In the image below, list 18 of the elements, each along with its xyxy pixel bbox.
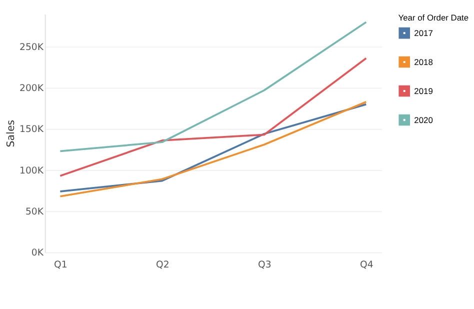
- legend-label: 2020: [414, 114, 434, 125]
- x-tick-label: Q4: [360, 260, 374, 271]
- y-tick-label: 100K: [20, 165, 44, 176]
- y-tick-label: 0K: [31, 248, 44, 259]
- y-tick-label: 150K: [20, 124, 44, 136]
- legend-label: 2019: [414, 86, 434, 96]
- legend-title: Year of Order Date: [398, 12, 469, 22]
- line-series: [59, 57, 368, 177]
- legend-label: 2018: [414, 56, 434, 67]
- x-tick-label: Q3: [258, 260, 272, 271]
- y-tick-label: 200K: [20, 83, 44, 94]
- line-series: [59, 21, 368, 152]
- y-tick-label: 50K: [25, 206, 44, 218]
- x-tick-label: Q2: [156, 260, 170, 271]
- x-tick-label: Q1: [54, 260, 68, 271]
- legend-label: 2017: [414, 28, 434, 38]
- y-axis-title: Sales: [4, 120, 17, 148]
- y-tick-label: 250K: [20, 42, 44, 54]
